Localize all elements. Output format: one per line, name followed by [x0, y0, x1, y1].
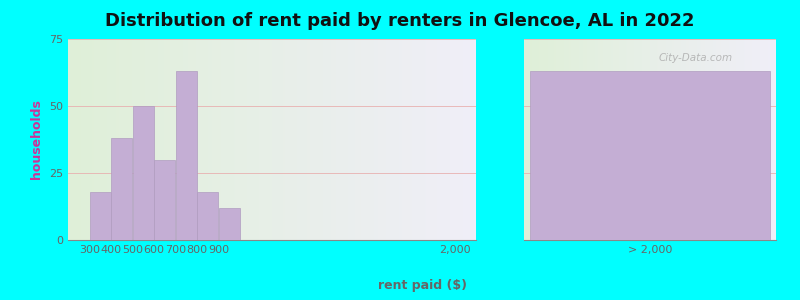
Text: Distribution of rent paid by renters in Glencoe, AL in 2022: Distribution of rent paid by renters in … [106, 12, 694, 30]
Bar [111, 138, 132, 240]
Bar [175, 71, 197, 240]
Bar [154, 160, 175, 240]
Y-axis label: households: households [30, 100, 43, 179]
Bar [133, 106, 154, 240]
Bar [197, 192, 218, 240]
Text: rent paid ($): rent paid ($) [378, 278, 466, 292]
Text: City-Data.com: City-Data.com [658, 53, 733, 63]
Bar [218, 208, 239, 240]
Bar [90, 192, 110, 240]
Bar [530, 71, 770, 240]
